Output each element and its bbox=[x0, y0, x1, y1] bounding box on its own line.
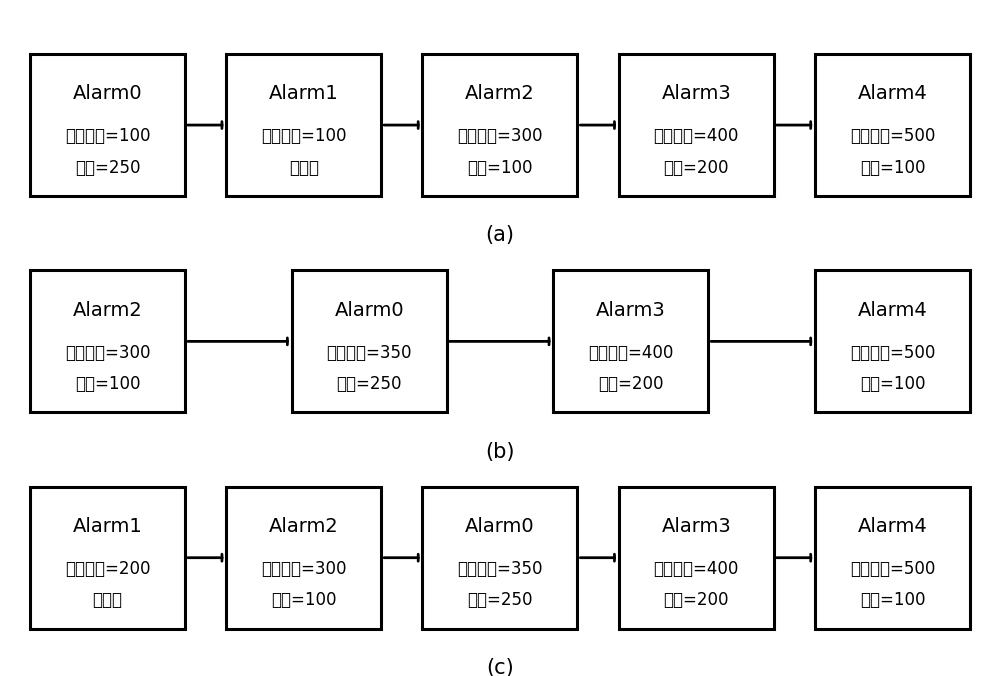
Text: Alarm4: Alarm4 bbox=[858, 84, 927, 103]
Text: 周期=100: 周期=100 bbox=[75, 375, 140, 393]
Text: Alarm0: Alarm0 bbox=[73, 84, 142, 103]
Bar bbox=[619, 487, 774, 629]
Text: 周期=250: 周期=250 bbox=[336, 375, 402, 393]
Text: 周期=100: 周期=100 bbox=[860, 375, 925, 393]
Text: 到期时间=500: 到期时间=500 bbox=[850, 343, 935, 362]
Text: 周期=100: 周期=100 bbox=[271, 592, 336, 609]
Text: Alarm0: Alarm0 bbox=[465, 517, 535, 536]
Text: 周期=200: 周期=200 bbox=[663, 159, 729, 176]
Text: 到期时间=350: 到期时间=350 bbox=[457, 560, 543, 578]
Text: Alarm2: Alarm2 bbox=[269, 517, 339, 536]
Bar bbox=[226, 54, 381, 196]
Text: Alarm4: Alarm4 bbox=[858, 517, 927, 536]
Text: Alarm1: Alarm1 bbox=[269, 84, 339, 103]
Text: 到期时间=400: 到期时间=400 bbox=[654, 127, 739, 145]
Text: (c): (c) bbox=[486, 658, 514, 676]
Text: 周期=250: 周期=250 bbox=[467, 592, 533, 609]
Text: 周期=100: 周期=100 bbox=[467, 159, 533, 176]
Text: 到期时间=300: 到期时间=300 bbox=[65, 343, 150, 362]
Bar bbox=[815, 270, 970, 412]
Text: Alarm3: Alarm3 bbox=[661, 517, 731, 536]
Bar bbox=[422, 54, 577, 196]
Bar bbox=[30, 487, 185, 629]
Bar bbox=[815, 487, 970, 629]
Text: 周期=200: 周期=200 bbox=[598, 375, 664, 393]
Text: Alarm0: Alarm0 bbox=[334, 301, 404, 320]
Text: 到期时间=400: 到期时间=400 bbox=[588, 343, 674, 362]
Text: Alarm2: Alarm2 bbox=[465, 84, 535, 103]
Bar bbox=[226, 487, 381, 629]
Text: 周期=100: 周期=100 bbox=[860, 159, 925, 176]
Text: 到期时间=350: 到期时间=350 bbox=[326, 343, 412, 362]
Text: 周期=250: 周期=250 bbox=[75, 159, 140, 176]
Text: 到期时间=300: 到期时间=300 bbox=[261, 560, 346, 578]
Bar bbox=[30, 270, 185, 412]
Text: 周期=100: 周期=100 bbox=[860, 592, 925, 609]
Bar bbox=[553, 270, 708, 412]
Bar bbox=[422, 487, 577, 629]
Text: 非周期: 非周期 bbox=[289, 159, 319, 176]
Bar bbox=[30, 54, 185, 196]
Bar bbox=[292, 270, 447, 412]
Bar bbox=[619, 54, 774, 196]
Text: 到期时间=100: 到期时间=100 bbox=[65, 127, 150, 145]
Text: 周期=200: 周期=200 bbox=[663, 592, 729, 609]
Text: Alarm2: Alarm2 bbox=[73, 301, 142, 320]
Text: (a): (a) bbox=[486, 225, 514, 245]
Text: Alarm4: Alarm4 bbox=[858, 301, 927, 320]
Text: 到期时间=100: 到期时间=100 bbox=[261, 127, 346, 145]
Text: 到期时间=300: 到期时间=300 bbox=[457, 127, 543, 145]
Text: 到期时间=500: 到期时间=500 bbox=[850, 127, 935, 145]
Bar bbox=[815, 54, 970, 196]
Text: (b): (b) bbox=[485, 441, 515, 462]
Text: Alarm3: Alarm3 bbox=[661, 84, 731, 103]
Text: 到期时间=500: 到期时间=500 bbox=[850, 560, 935, 578]
Text: 到期时间=200: 到期时间=200 bbox=[65, 560, 150, 578]
Text: 到期时间=400: 到期时间=400 bbox=[654, 560, 739, 578]
Text: 非周期: 非周期 bbox=[92, 592, 122, 609]
Text: Alarm3: Alarm3 bbox=[596, 301, 666, 320]
Text: Alarm1: Alarm1 bbox=[73, 517, 142, 536]
